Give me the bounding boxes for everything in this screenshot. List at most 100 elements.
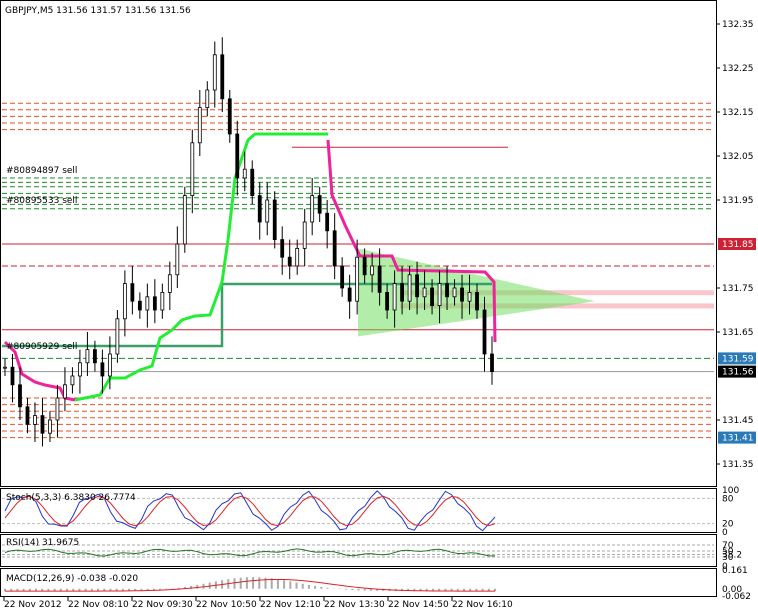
price-tag-label: 131.56 (722, 368, 754, 378)
candle-body (175, 243, 180, 276)
candle-body (70, 375, 75, 386)
candle-body (40, 415, 45, 434)
candle-body (48, 419, 52, 434)
candle-body (377, 265, 382, 293)
price-tag (718, 365, 756, 378)
price-tick-label: 131.45 (722, 416, 754, 426)
candle-body (280, 239, 285, 258)
candle-body (437, 283, 442, 307)
candle-body (130, 283, 135, 302)
chart-title: GBPJPY,M5 131.56 131.57 131.56 131.56 (5, 6, 191, 16)
rsi-tick: 50 (722, 547, 734, 557)
candle-body (212, 54, 217, 91)
candle-body (55, 397, 60, 421)
candle-body (190, 142, 195, 197)
order-label: #80905929 sell (6, 342, 77, 352)
candle-body (205, 89, 210, 109)
candle-body (370, 265, 375, 276)
price-tick-label: 131.75 (722, 284, 754, 294)
trailing-stop-down (326, 139, 497, 343)
macd-signal-line (4, 578, 496, 592)
candle-body (272, 199, 277, 240)
candle-body (295, 247, 300, 267)
time-tick-label: 22 Nov 16:10 (452, 600, 513, 610)
price-tick-label: 131.65 (722, 328, 754, 338)
price-tick-label: 131.95 (722, 196, 754, 206)
candle-body (475, 291, 479, 311)
candle-body (265, 199, 270, 223)
time-tick-label: 22 Nov 14:50 (388, 600, 449, 610)
price-tag-label: 131.59 (722, 354, 754, 364)
stoch-tick: 100 (722, 486, 739, 496)
macd-label: MACD(12,26,9) -0.038 -0.020 (6, 574, 138, 584)
rsi-label: RSI(14) 31.9675 (6, 538, 79, 548)
candle-body (33, 415, 37, 425)
macd-tick: 0.161 (722, 566, 748, 576)
candle-body (490, 353, 494, 373)
candle-body (10, 366, 15, 386)
candle-body (145, 296, 150, 311)
price-tick-label: 132.35 (722, 20, 754, 30)
candle-body (220, 54, 225, 100)
candle-body (340, 265, 345, 289)
candle-body (227, 98, 232, 135)
candle-body (100, 362, 105, 377)
stoch-label: Stoch(5,3,3) 6.3830 26.7774 (6, 493, 136, 503)
stoch-main-line (4, 490, 496, 532)
rsi-tick: 30 (722, 553, 734, 563)
price-tick-label: 132.25 (722, 64, 754, 74)
time-tick-label: 22 Nov 09:30 (132, 600, 193, 610)
stoch-tick: 80 (722, 494, 734, 504)
candle-body (460, 287, 464, 302)
macd-frame (0, 568, 717, 597)
price-tag (718, 431, 756, 444)
candle-body (317, 195, 322, 214)
candle-body (400, 283, 404, 302)
order-label: #80894897 sell (6, 166, 77, 176)
candle-body (167, 274, 172, 293)
candle-body (347, 287, 352, 302)
candle-body (430, 287, 434, 307)
macd-tick: 0.00 (722, 585, 742, 595)
candle-body (445, 283, 449, 298)
price-tick-label: 132.05 (722, 152, 754, 162)
candle-body (152, 296, 157, 311)
candle-body (392, 283, 397, 311)
candle-body (107, 353, 112, 377)
candle-body (287, 256, 292, 267)
candle-body (242, 168, 247, 179)
time-tick-label: 22 Nov 10:50 (196, 600, 257, 610)
candle-body (482, 309, 487, 355)
time-tick-label: 22 Nov 08:10 (68, 600, 129, 610)
time-tick-label: 22 Nov 2012 (4, 600, 62, 610)
price-tag-label: 131.41 (722, 434, 754, 444)
candle-body (160, 291, 165, 311)
candle-body (115, 318, 120, 355)
price-tag (718, 238, 756, 250)
order-label: #80895533 sell (6, 196, 77, 206)
candle-body (85, 349, 90, 364)
candle-body (122, 283, 127, 320)
candle-body (235, 133, 240, 179)
candle-body (385, 291, 390, 311)
candle-body (415, 274, 419, 298)
candle-body (257, 195, 262, 223)
candle-body (93, 349, 97, 364)
candle-body (137, 300, 142, 311)
stoch-tick: 0 (722, 528, 728, 538)
rsi-tick: 38.2 (722, 551, 742, 561)
candle-body (332, 230, 337, 267)
candle-body (362, 256, 367, 276)
candle-body (18, 384, 22, 408)
rsi-tick: 70 (722, 541, 734, 551)
price-tag-label: 131.85 (722, 240, 754, 250)
candle-body (182, 195, 187, 245)
candle-body (63, 384, 67, 399)
stoch-signal-line (4, 495, 496, 527)
trailing-stop-up (74, 132, 328, 402)
candle-body (197, 107, 202, 144)
time-tick-label: 22 Nov 13:30 (324, 600, 385, 610)
price-tag (718, 352, 756, 365)
macd-tick: -0.062 (722, 592, 751, 602)
candle-body (422, 287, 427, 298)
